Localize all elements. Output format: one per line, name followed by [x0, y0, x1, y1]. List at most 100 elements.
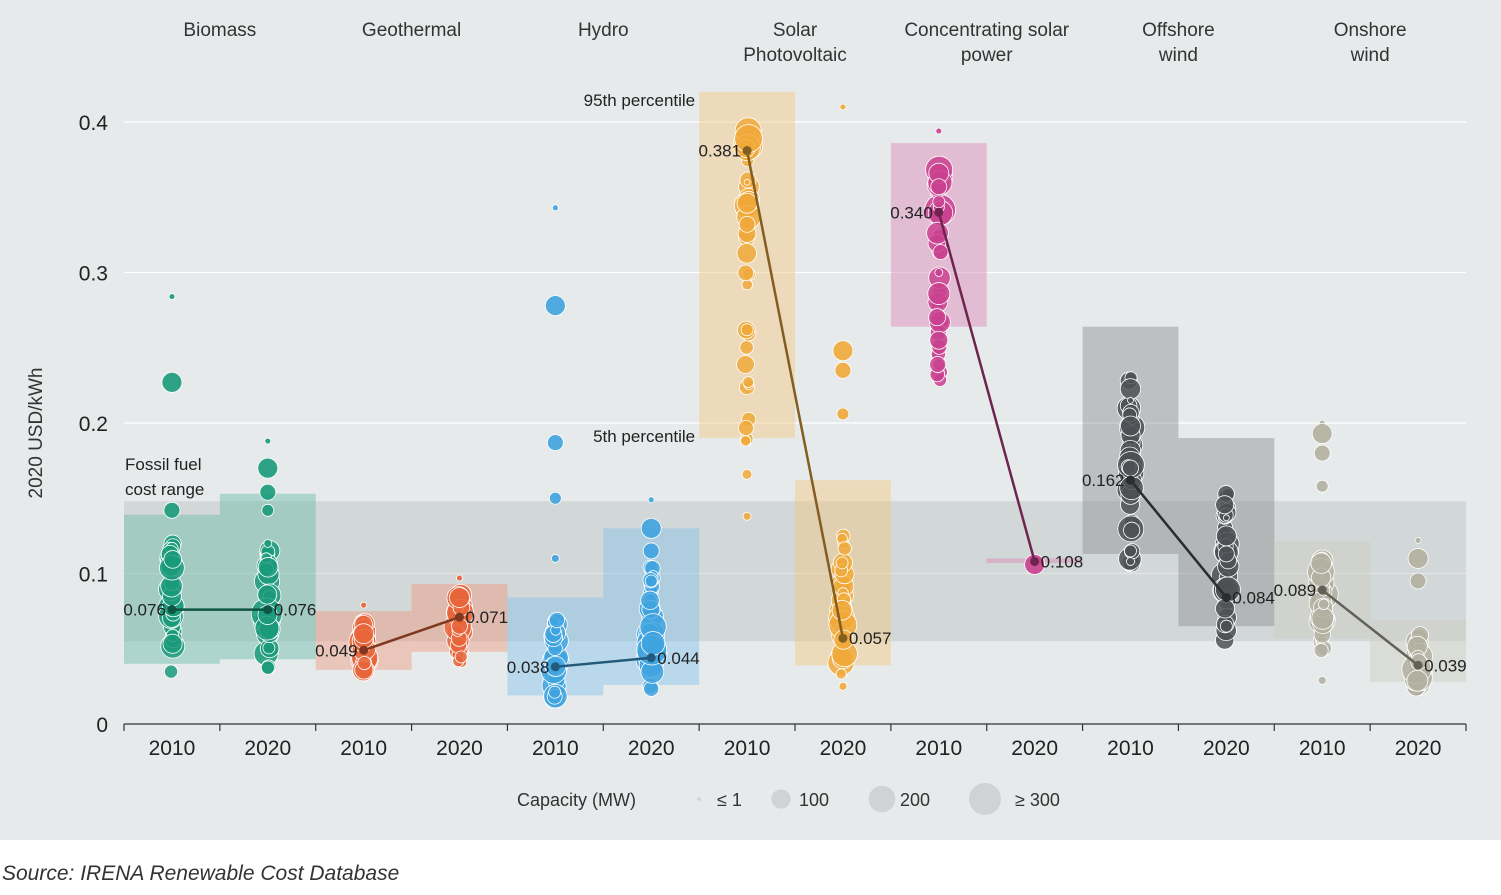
project-dot-outlier [834, 361, 852, 379]
project-dot-outlier [932, 195, 946, 209]
weighted-average-line-solar_pv [745, 150, 845, 639]
project-dot-outlier [546, 434, 564, 451]
legend-item-label: ≥ 300 [1015, 790, 1060, 810]
x-tick-label: 2010 [724, 737, 771, 760]
project-dot [262, 641, 276, 655]
grid [124, 121, 1466, 575]
legend-bubble-0 [697, 797, 701, 801]
project-dot [736, 355, 755, 374]
project-dot-outlier [736, 192, 758, 214]
project-dot-outlier [161, 371, 183, 393]
project-dot-outlier [838, 681, 848, 691]
weighted-average-label: 0.076 [274, 601, 317, 620]
project-dot-outlier [1407, 548, 1429, 569]
category-header-offshore: Offshore [1142, 20, 1215, 41]
project-dot [929, 356, 947, 373]
weighted-average-label: 0.381 [699, 142, 742, 161]
project-dot [454, 650, 468, 664]
project-dot-outlier [360, 601, 368, 609]
weighted-average-marker [550, 662, 560, 672]
project-dot [1406, 669, 1429, 692]
project-dot-outlier [927, 282, 951, 305]
project-dot-outlier [738, 215, 756, 233]
project-dot-outlier [1127, 397, 1134, 404]
project-dot [163, 550, 182, 569]
project-dot-outlier [264, 437, 272, 445]
project-dot [257, 584, 278, 605]
project-dot [739, 340, 754, 355]
project-dot [548, 685, 562, 699]
weighted-average-marker [263, 605, 273, 615]
y-tick-label: 0 [96, 714, 108, 737]
y-axis-label: 2020 USD/kWh [26, 368, 47, 499]
x-tick-label: 2020 [1395, 737, 1442, 760]
project-dot [1317, 598, 1330, 610]
project-dot [932, 244, 949, 260]
project-dot [738, 419, 754, 436]
legend-item-label: ≤ 1 [717, 790, 742, 810]
x-tick-label: 2010 [149, 737, 196, 760]
project-dot-outlier [353, 623, 375, 645]
weighted-average-line-onshore [1321, 589, 1419, 667]
weighted-average-label: 0.039 [1424, 656, 1467, 675]
project-dot [835, 556, 849, 570]
project-dot-outlier [1124, 544, 1137, 558]
project-dot-outlier [934, 268, 944, 277]
project-dot-outlier [642, 542, 660, 560]
project-dot-outlier [1122, 459, 1139, 477]
project-dot-outlier [1219, 619, 1233, 633]
project-dot-outlier [261, 503, 275, 517]
project-dot [260, 660, 275, 675]
category-header-geothermal: Geothermal [362, 20, 461, 41]
project-dot [1119, 378, 1142, 400]
fossil-fuel-label-line2: cost range [125, 480, 204, 499]
project-dot-outlier [740, 323, 754, 337]
weighted-average-marker [934, 207, 944, 217]
x-tick-label: 2020 [244, 737, 291, 760]
project-dot-outlier [1126, 557, 1135, 566]
project-dot [162, 633, 183, 654]
project-dots [158, 103, 1433, 710]
project-dot-outlier [839, 103, 847, 111]
project-dot [742, 376, 755, 388]
project-dot-outlier [1217, 545, 1235, 563]
weighted-average-marker [1030, 556, 1040, 566]
project-dot [640, 590, 660, 610]
weighted-average-marker [742, 146, 752, 156]
project-dot-outlier [836, 407, 850, 421]
project-dot-outlier [1313, 444, 1331, 462]
project-dot [835, 668, 847, 680]
project-dot-outlier [1311, 423, 1333, 444]
x-tick-label: 2020 [628, 737, 675, 760]
legend-bubble-2 [868, 785, 896, 813]
project-dot [1313, 643, 1329, 658]
y-tick-label: 0.1 [79, 564, 108, 587]
project-dot-outlier [935, 127, 943, 135]
weighted-average-label: 0.089 [1274, 581, 1317, 600]
weighted-average-label: 0.071 [466, 608, 509, 627]
x-tick-label: 2010 [1299, 737, 1346, 760]
category-header-hydro: Hydro [578, 20, 629, 41]
project-dot [741, 468, 753, 480]
project-dot-outlier [544, 295, 566, 317]
project-dot-outlier [163, 501, 181, 519]
category-header-offshore-line2: wind [1158, 45, 1198, 66]
project-dot [548, 611, 566, 629]
p5-annotation: 5th percentile [593, 427, 695, 446]
x-tick-label: 2010 [340, 737, 387, 760]
project-dot [1215, 495, 1235, 515]
category-header-onshore-line2: wind [1350, 45, 1390, 66]
weighted-average-line-offshore [1129, 479, 1228, 599]
project-dot [928, 308, 947, 327]
weighted-average-marker [455, 612, 464, 622]
legend-item-label: 200 [900, 790, 930, 810]
project-dot [357, 655, 372, 671]
weighted-average-label: 0.076 [123, 601, 166, 620]
weighted-average-lines [167, 146, 1423, 672]
weighted-average-label: 0.162 [1082, 471, 1125, 490]
project-dot-outlier [644, 574, 658, 588]
project-dot-outlier [1414, 536, 1422, 544]
project-dot [736, 243, 757, 264]
category-header-onshore: Onshore [1334, 20, 1407, 41]
